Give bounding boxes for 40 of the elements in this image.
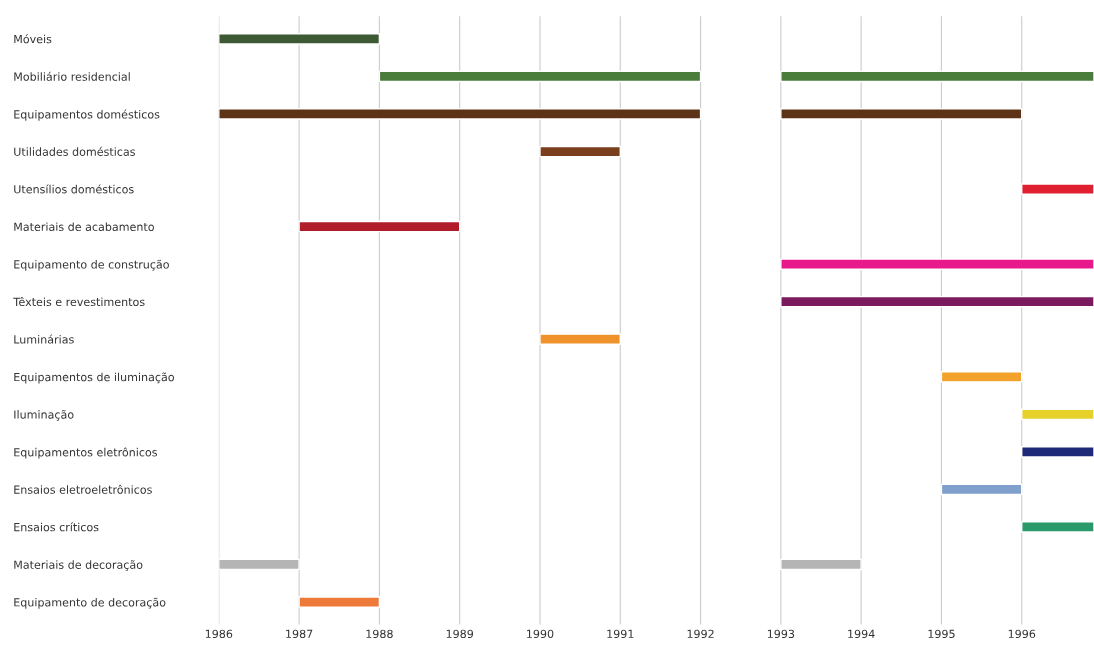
bar [1021, 408, 1094, 421]
y-tick-label: Luminárias [14, 334, 74, 344]
y-tick-label: Ensaios eletroeletrônicos [14, 484, 152, 494]
y-tick-label: Mobiliário residencial [14, 71, 130, 81]
y-tick-label: Materiais de acabamento [14, 222, 154, 231]
x-tick-label: 1988 [366, 629, 393, 639]
y-tick-label: Equipamentos domésticos [14, 109, 160, 121]
y-tick-label: Têxteis e revestimentos [13, 297, 145, 307]
bar [780, 258, 1094, 270]
y-tick-label: Materiais de decoração [14, 560, 143, 571]
x-tick-label: 1986 [205, 629, 233, 639]
x-tick-label: 1992 [687, 629, 714, 639]
y-tick-label: Equipamento de decoração [14, 597, 166, 609]
x-tick-label: 1995 [928, 629, 955, 639]
y-tick-label: Utilidades domésticas [14, 146, 135, 156]
x-tick-label: 1991 [607, 629, 634, 639]
x-tick-label: 1996 [1008, 629, 1036, 639]
y-tick-label: Utensílios domésticos [14, 184, 134, 194]
bar [780, 295, 1094, 308]
bar [539, 145, 621, 158]
x-tick-label: 1989 [446, 629, 474, 639]
x-tick-label: 1993 [767, 629, 795, 639]
y-tick-label: Equipamento de construção [14, 259, 169, 271]
bar [539, 333, 621, 345]
bar [298, 220, 461, 233]
y-tick-label: Móveis [14, 34, 52, 44]
bar [940, 483, 1023, 496]
y-tick-label: Equipamentos de iluminação [14, 372, 174, 384]
bar [1021, 521, 1094, 533]
bar [1021, 183, 1094, 195]
x-tick-label: 1987 [286, 629, 313, 639]
bar [298, 596, 381, 608]
x-tick-label: 1994 [848, 629, 875, 639]
y-tick-label: Equipamentos eletrônicos [14, 447, 157, 459]
bar [1021, 446, 1094, 458]
bar [218, 33, 381, 45]
y-tick-label: Iluminação [14, 409, 74, 421]
bar [940, 371, 1023, 383]
y-tick-label: Ensaios críticos [14, 522, 99, 532]
x-tick-label: 1990 [527, 629, 554, 639]
